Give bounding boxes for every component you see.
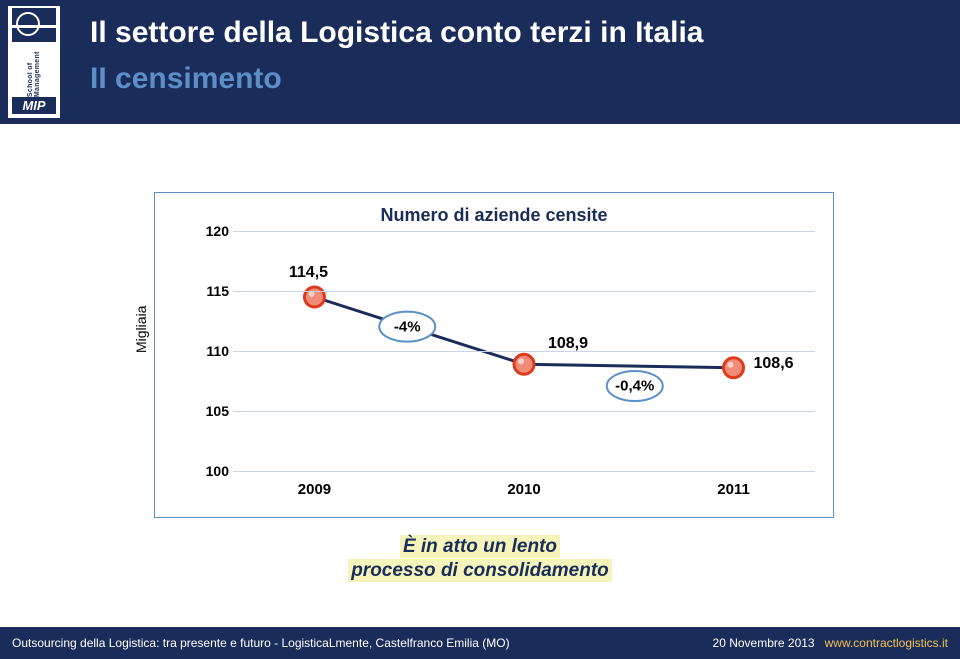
- footer-right: 20 Novembre 2013 www.contractlogistics.i…: [713, 636, 948, 650]
- logo-strip: School of Management MIP: [8, 6, 60, 118]
- caption-text-1: È in atto un lento: [400, 535, 560, 558]
- change-label: -4%: [394, 318, 421, 335]
- mip-logo: MIP: [12, 97, 56, 114]
- chart-panel: Numero di aziende censite Migliaia 10010…: [154, 192, 834, 518]
- x-tick-label: 2009: [298, 481, 331, 498]
- footer-date: 20 Novembre 2013: [713, 636, 815, 650]
- slide: School of Management MIP Il settore dell…: [0, 0, 960, 659]
- value-label: 108,9: [548, 335, 588, 353]
- footer-site-link[interactable]: www.contractlogistics.it: [825, 636, 948, 650]
- chart-title: Numero di aziende censite: [155, 205, 833, 226]
- x-tick-label: 2010: [507, 481, 540, 498]
- data-marker: [514, 354, 534, 374]
- data-marker: [724, 358, 744, 378]
- x-tick-label: 2011: [717, 481, 750, 498]
- gridline: [233, 351, 815, 352]
- y-tick-label: 110: [189, 343, 229, 359]
- polimi-logo: [12, 8, 56, 25]
- value-label: 114,5: [289, 264, 328, 282]
- y-tick-label: 105: [189, 403, 229, 419]
- title-banner: School of Management MIP Il settore dell…: [0, 0, 960, 124]
- y-tick-label: 100: [189, 463, 229, 479]
- data-marker: [304, 287, 324, 307]
- caption-text-2: processo di consolidamento: [348, 559, 612, 582]
- footer-left: Outsourcing della Logistica: tra present…: [12, 636, 510, 650]
- gridline: [233, 411, 815, 412]
- y-tick-label: 120: [189, 223, 229, 239]
- plot-area: 100105110115120200920102011114,5108,9108…: [233, 231, 815, 503]
- title-line2: II censimento: [90, 62, 282, 96]
- y-axis-label: Migliaia: [133, 306, 149, 353]
- gridline: [233, 231, 815, 232]
- y-tick-label: 115: [189, 283, 229, 299]
- caption-line2: processo di consolidamento: [0, 560, 960, 582]
- caption-line1: È in atto un lento: [0, 536, 960, 558]
- footer-bar: Outsourcing della Logistica: tra present…: [0, 627, 960, 659]
- value-label: 108,6: [753, 355, 793, 373]
- change-label: -0,4%: [615, 378, 654, 395]
- school-label: School of Management: [27, 46, 41, 97]
- title-line1: Il settore della Logistica conto terzi i…: [90, 16, 703, 50]
- gridline: [233, 471, 815, 472]
- gridline: [233, 291, 815, 292]
